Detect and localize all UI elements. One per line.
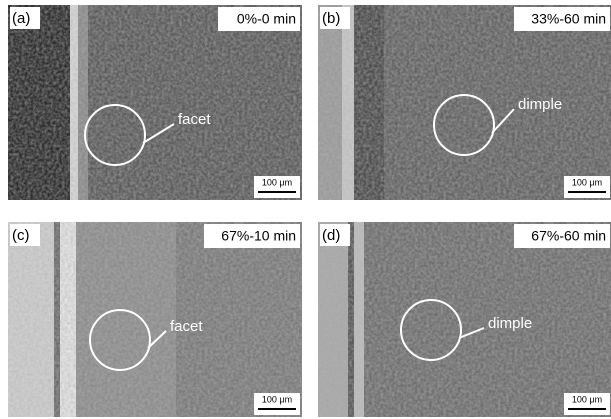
annotation: facet (170, 318, 203, 335)
annotation: dimple (518, 96, 562, 113)
texture (8, 222, 302, 417)
scale-label: 100 μm (262, 394, 292, 404)
sem-panel: (b) 33%-60 min dimple 100 μm (318, 5, 611, 200)
texture (318, 222, 611, 417)
scale-label: 100 μm (572, 177, 602, 187)
panel-label: (a) (12, 10, 30, 27)
sem-panel: (c) 67%-10 min facet 100 μm (8, 222, 302, 417)
texture (318, 5, 611, 200)
figure: (a) 0%-0 min facet 100 μm (b) 33%-60 min dimpl… (0, 0, 611, 419)
sem-panel: (d) 67%-60 min dimple 100 μm (318, 222, 611, 417)
condition: 67%-60 min (531, 228, 606, 244)
annotation: facet (178, 111, 211, 128)
panel-label: (b) (322, 10, 340, 27)
condition: 67%-10 min (221, 228, 296, 244)
condition: 33%-60 min (531, 11, 606, 27)
panel-label: (d) (322, 227, 340, 244)
annotation: dimple (488, 315, 532, 332)
scale-label: 100 μm (262, 177, 292, 187)
panel-label: (c) (12, 227, 30, 244)
condition: 0%-0 min (237, 11, 296, 27)
scale-label: 100 μm (572, 394, 602, 404)
texture (8, 5, 302, 200)
sem-panel: (a) 0%-0 min facet 100 μm (8, 5, 302, 200)
